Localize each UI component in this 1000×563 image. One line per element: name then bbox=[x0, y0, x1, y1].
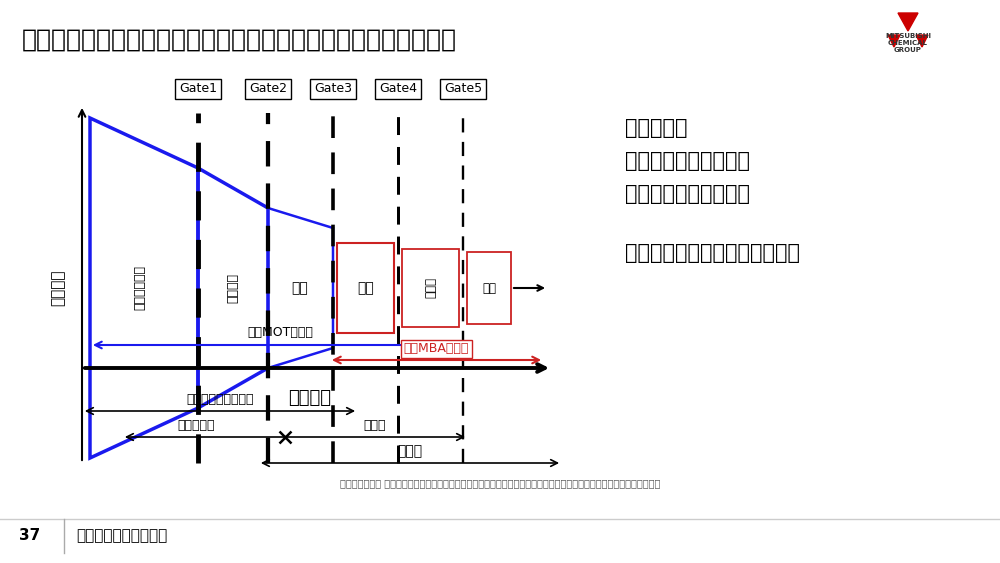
Text: Gate2: Gate2 bbox=[249, 83, 287, 96]
Polygon shape bbox=[888, 35, 900, 47]
Text: 上市: 上市 bbox=[482, 282, 496, 294]
Text: 基礎研究・予備実験: 基礎研究・予備実験 bbox=[186, 393, 254, 406]
Text: MITSUBISHI: MITSUBISHI bbox=[885, 33, 931, 39]
Text: 主にMOTの領域: 主にMOTの領域 bbox=[248, 326, 313, 339]
Text: 三菱ケミカル株式会社: 三菱ケミカル株式会社 bbox=[76, 529, 167, 543]
Text: 線の太さは
各ゲートのハードルの
高さのイメージを示す: 線の太さは 各ゲートのハードルの 高さのイメージを示す bbox=[625, 118, 750, 204]
Text: 製品化: 製品化 bbox=[397, 444, 423, 458]
Text: Gate5: Gate5 bbox=[444, 83, 482, 96]
Text: このハードルはポリシーによる: このハードルはポリシーによる bbox=[625, 243, 800, 263]
Polygon shape bbox=[898, 13, 918, 31]
FancyBboxPatch shape bbox=[337, 243, 394, 333]
Text: プレ商品化: プレ商品化 bbox=[177, 419, 215, 432]
Text: 商品化: 商品化 bbox=[364, 419, 386, 432]
Text: 出川　通，図解 開発・事業化プロジェクト・マネジメント入門，言視社（２０１７）を参考にして独自の視点でまとめた: 出川 通，図解 開発・事業化プロジェクト・マネジメント入門，言視社（２０１７）を… bbox=[340, 478, 660, 488]
Text: Gate4: Gate4 bbox=[379, 83, 417, 96]
Text: 37: 37 bbox=[19, 529, 41, 543]
Text: Gate1: Gate1 bbox=[179, 83, 217, 96]
Text: 開発: 開発 bbox=[357, 281, 374, 295]
Text: GROUP: GROUP bbox=[894, 47, 922, 53]
Text: 主にMBAの領域: 主にMBAの領域 bbox=[404, 342, 469, 355]
Text: 探索検討: 探索検討 bbox=[226, 273, 240, 303]
Text: ステージゲートと事業化（新規事業含む）のステージのイメージ: ステージゲートと事業化（新規事業含む）のステージのイメージ bbox=[22, 28, 457, 52]
FancyBboxPatch shape bbox=[402, 249, 459, 327]
Polygon shape bbox=[916, 35, 928, 47]
FancyBboxPatch shape bbox=[467, 252, 511, 324]
Text: Gate3: Gate3 bbox=[314, 83, 352, 96]
Text: 事業化: 事業化 bbox=[424, 278, 437, 298]
Text: CHEMICAL: CHEMICAL bbox=[888, 40, 928, 46]
Text: アイデア創出: アイデア創出 bbox=[134, 266, 146, 311]
Text: ステージ: ステージ bbox=[288, 389, 332, 407]
Text: テーマ数: テーマ数 bbox=[50, 270, 66, 306]
Text: 研究: 研究 bbox=[292, 281, 308, 295]
